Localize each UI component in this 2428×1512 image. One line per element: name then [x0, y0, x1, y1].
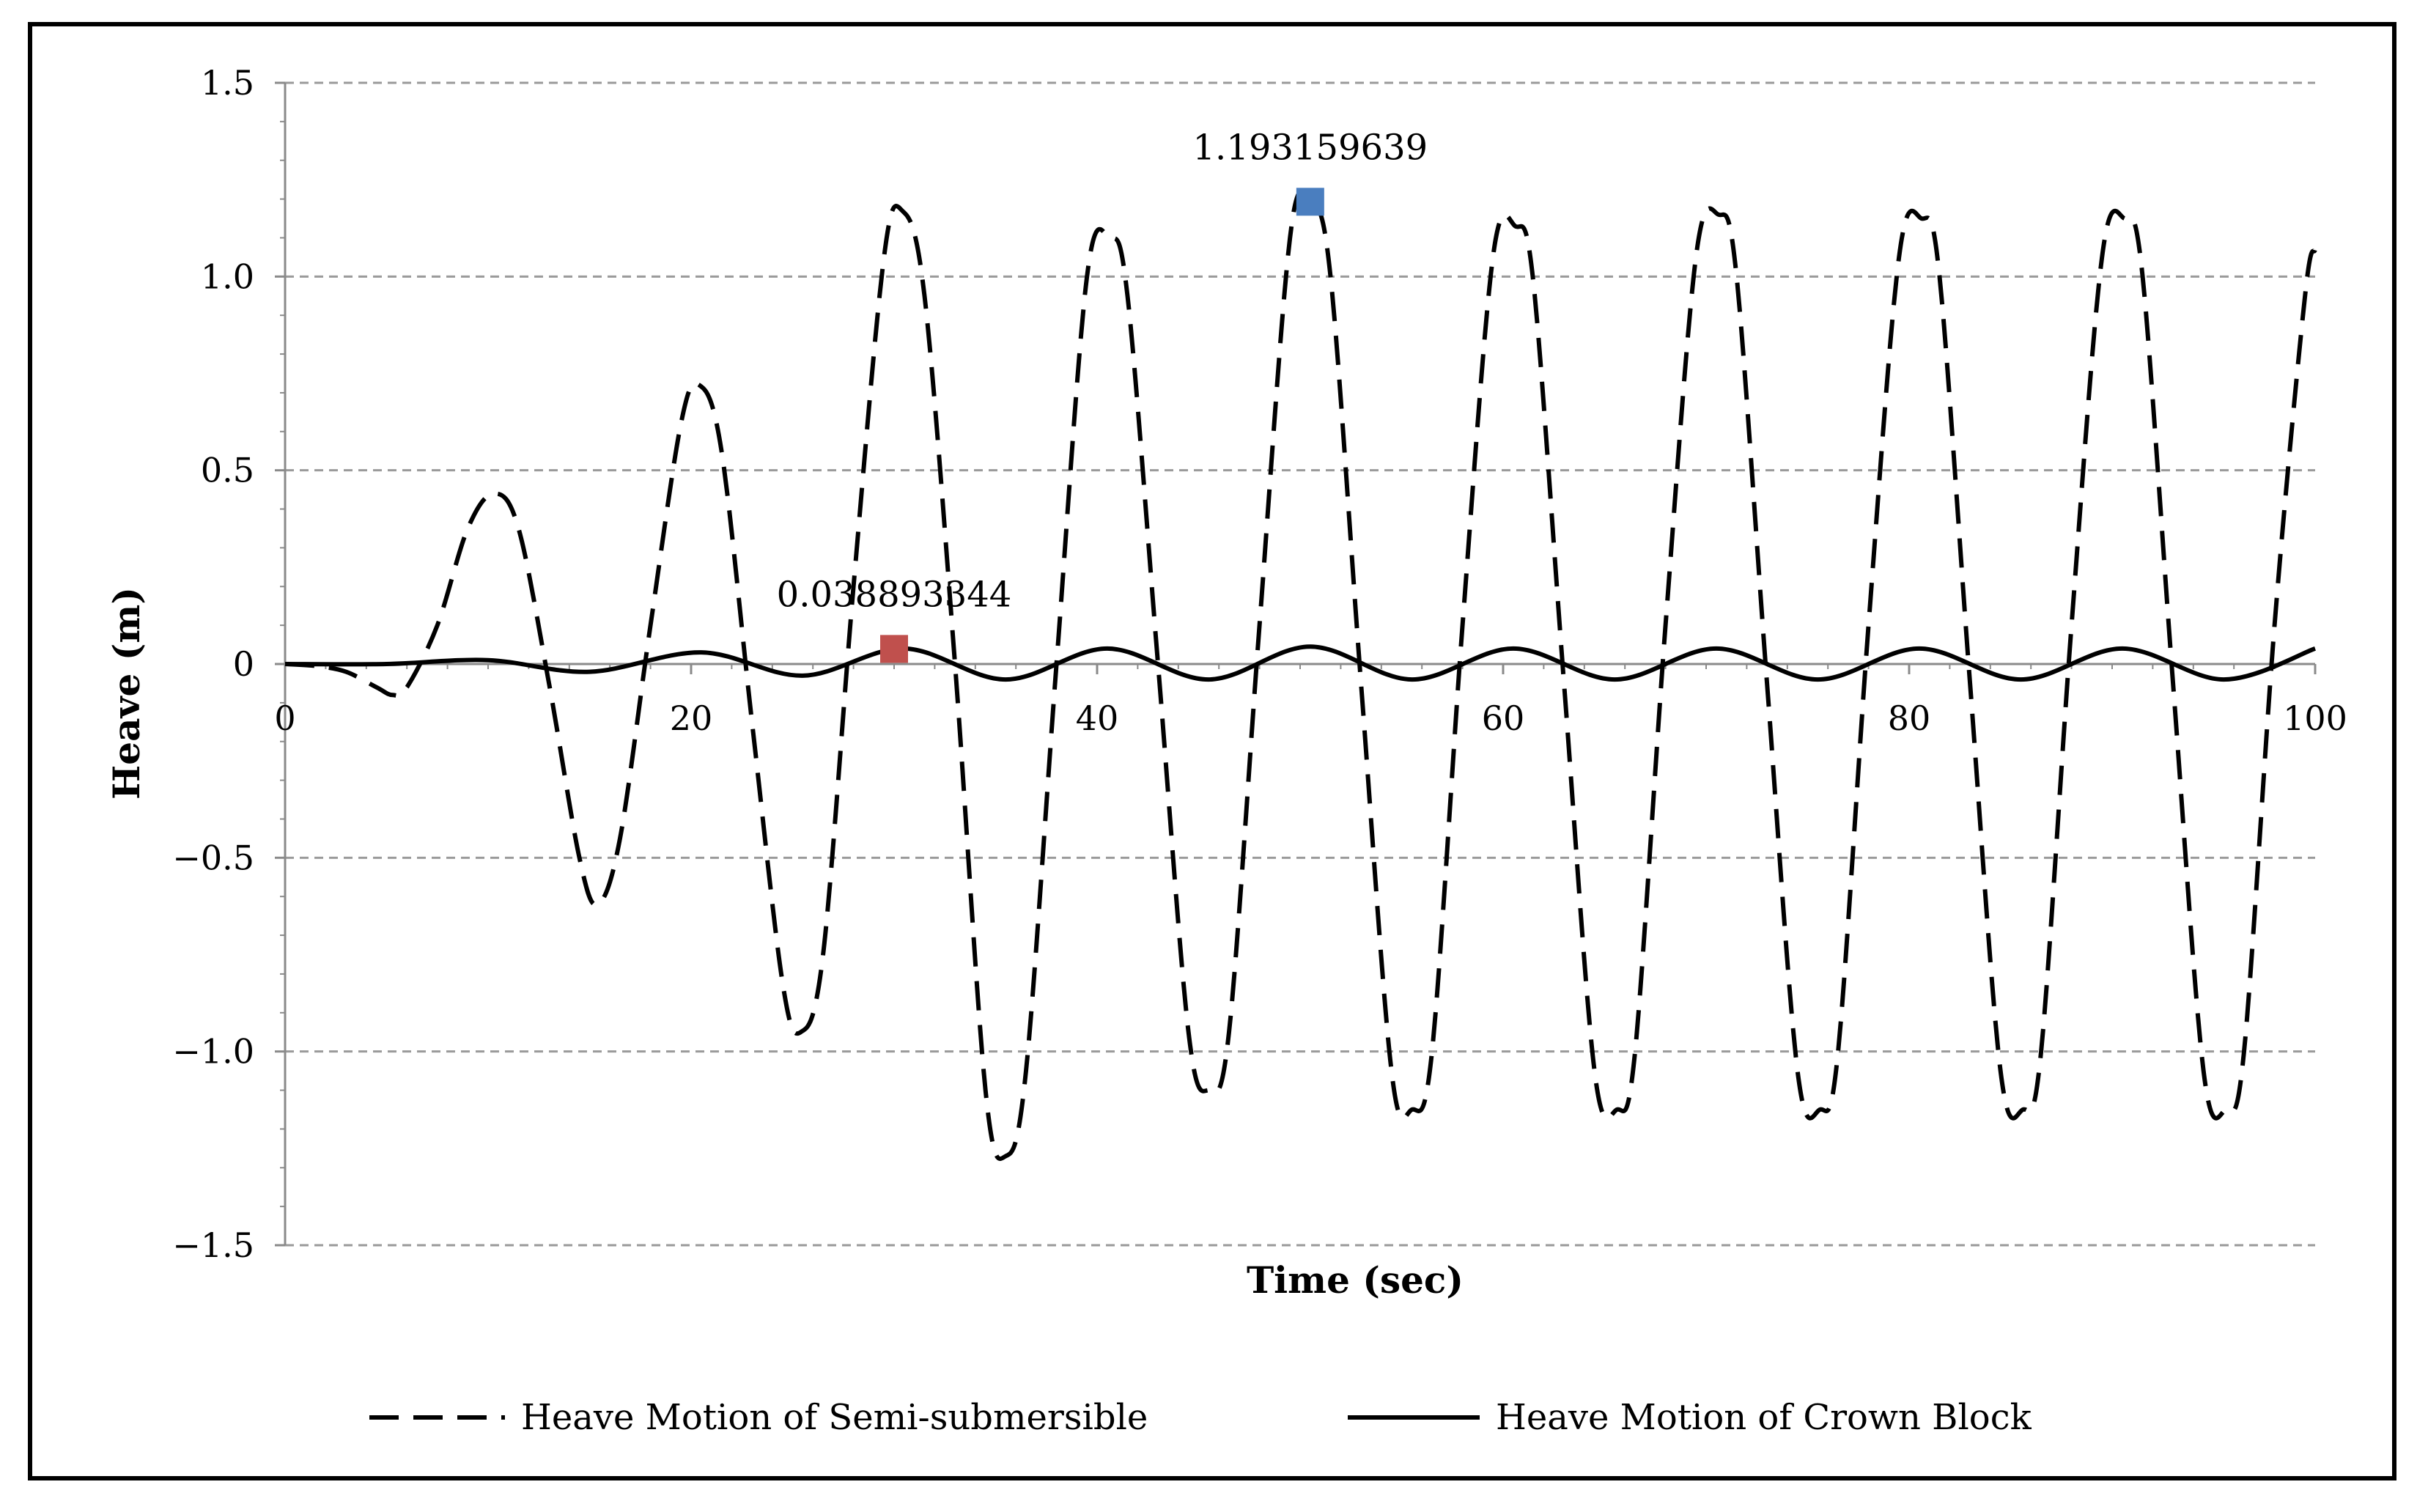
x-tick-label: 40 [1076, 698, 1119, 738]
y-axis-title: Heave (m) [105, 587, 148, 800]
x-tick-label: 0 [274, 698, 295, 738]
axes [275, 81, 2317, 1247]
tick-labels: 1.5 1.0 0.5 0 −0.5 −1.0 −1.5 0 20 40 60 80 100 [172, 63, 2347, 1265]
y-tick-label: 0 [233, 644, 254, 684]
annotations: 1.193159639 0.038893344 [777, 127, 1428, 663]
x-axis-title: Time (sec) [1247, 1258, 1464, 1302]
y-tick-label: 1.5 [201, 63, 254, 103]
annotation-label: 0.038893344 [777, 574, 1012, 615]
x-tick-label: 100 [2283, 698, 2347, 738]
heave-chart: 1.5 1.0 0.5 0 −0.5 −1.0 −1.5 0 20 40 60 80 100 1.193… [105, 63, 2347, 1438]
annotation-marker [1296, 188, 1324, 216]
legend-label-crown-block: Heave Motion of Crown Block [1496, 1397, 2032, 1438]
series [284, 189, 2317, 1161]
series-line-crown-block [284, 644, 2317, 682]
annotation-label: 1.193159639 [1193, 127, 1428, 168]
x-tick-label: 60 [1482, 698, 1525, 738]
x-tick-label: 80 [1888, 698, 1931, 738]
annotation-marker [880, 635, 908, 663]
y-tick-label: 1.0 [201, 257, 254, 296]
chart-frame: 1.5 1.0 0.5 0 −0.5 −1.0 −1.5 0 20 40 60 80 100 1.193… [28, 22, 2396, 1480]
x-tick-label: 20 [670, 698, 713, 738]
legend-label-semi-submersible: Heave Motion of Semi-submersible [521, 1397, 1148, 1438]
legend: Heave Motion of Semi-submersible Heave M… [369, 1397, 2032, 1438]
series-line-semi-submersible [284, 189, 2317, 1161]
y-tick-label: −1.0 [172, 1032, 254, 1072]
y-tick-label: −1.5 [172, 1225, 254, 1265]
y-tick-label: −0.5 [172, 838, 254, 877]
y-tick-label: 0.5 [201, 451, 254, 490]
gridlines [285, 81, 2315, 1247]
